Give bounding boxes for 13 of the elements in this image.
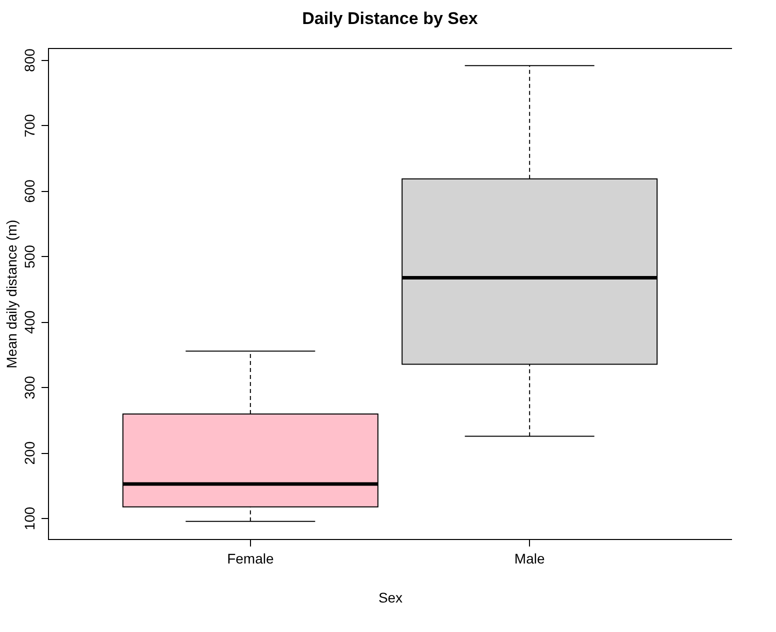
chart-title: Daily Distance by Sex [302, 9, 478, 28]
y-tick-label: 500 [22, 244, 38, 268]
y-tick-label: 700 [22, 114, 38, 138]
x-tick-label: Female [227, 550, 274, 566]
y-tick-label: 400 [22, 310, 38, 334]
y-tick-label: 800 [22, 48, 38, 72]
x-axis-title: Sex [378, 590, 403, 606]
y-tick-label: 100 [22, 506, 38, 530]
y-tick-label: 200 [22, 441, 38, 465]
y-axis-title: Mean daily distance (m) [4, 220, 20, 368]
y-tick-label: 600 [22, 179, 38, 203]
y-tick-label: 300 [22, 376, 38, 400]
x-tick-label: Male [514, 550, 545, 566]
